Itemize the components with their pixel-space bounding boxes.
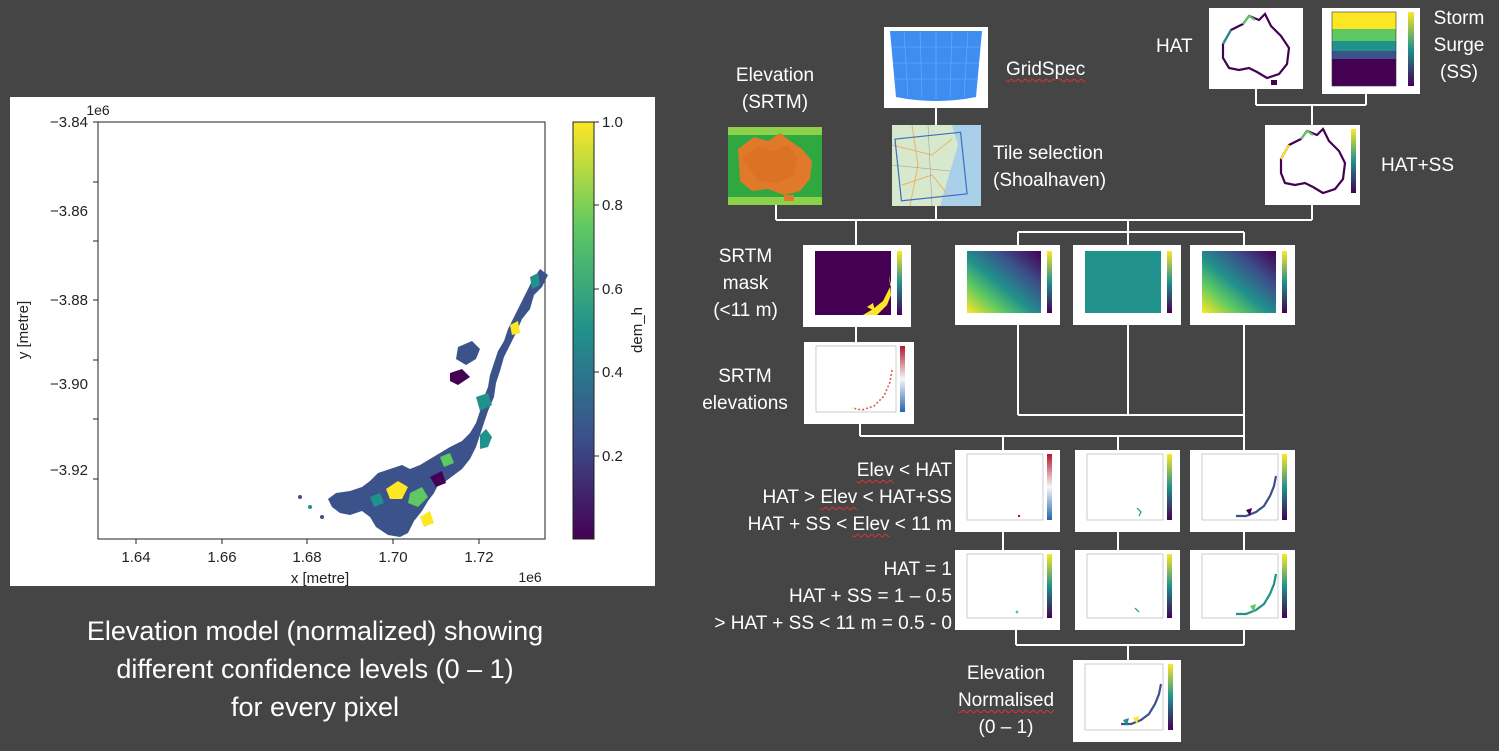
hat-gradient-panel [955,245,1060,325]
assignment-line: HAT = 1 [883,559,952,580]
storm-surge-thumbnail [1322,8,1420,94]
assignment-labels: HAT = 1 HAT + SS = 1 – 0.5 > HAT + SS < … [690,556,952,637]
label-line: SRTM [718,366,772,387]
label-line: Storm [1433,8,1485,29]
caption-line: for every pixel [230,692,400,722]
y-tick: −3.86 [50,203,88,220]
hat-ss-label: HAT+SS [1381,152,1454,179]
storm-surge-label: Storm Surge (SS) [1424,5,1494,86]
label-line: Surge [1433,35,1485,56]
srtm-elevations-label: SRTM elevations [690,363,800,417]
cbar-tick: 0.2 [602,448,623,465]
srtm-mask-thumbnail [803,245,911,327]
assignment-line: > HAT + SS < 11 m = 0.5 - 0 [714,613,952,634]
condition-labels: Elev < HAT HAT > Elev < HAT+SS HAT + SS … [690,457,952,538]
tile-selection-label: Tile selection (Shoalhaven) [993,140,1106,194]
label-line: SRTM [718,246,773,267]
x-tick: 1.72 [464,549,493,566]
y-offset: 1e6 [86,102,110,118]
label-line: (<11 m) [713,300,778,321]
y-tick: −3.84 [50,114,88,131]
label-line: (SRTM) [741,92,809,113]
elevation-srtm-label: Elevation (SRTM) [715,62,835,116]
storm-surge-panel [1073,245,1181,325]
main-elevation-plot: −3.84 −3.86 −3.88 −3.90 −3.92 1e6 1.64 1… [10,97,655,586]
hatss-11m-scale-panel [1190,550,1295,630]
hat-eq-1-panel [955,550,1060,630]
label-line: (Shoalhaven) [993,170,1107,191]
y-tick: −3.92 [50,462,88,479]
srtm-elevations-thumbnail [804,342,914,424]
condition-line: HAT > Elev < HAT+SS [762,487,952,508]
label-line: Elevation [966,663,1046,684]
cbar-tick: 0.4 [602,364,623,381]
x-offset: 1e6 [518,569,542,585]
condition-line: Elev < HAT [856,460,952,481]
x-axis-label: x [metre] [291,570,349,586]
label-line: Normalised [957,690,1055,711]
hat-label: HAT [1156,33,1193,60]
label-line: elevations [702,393,788,414]
label-line: mask [722,273,769,294]
cbar-tick: 1.0 [602,114,623,131]
label-text: GridSpec [1006,59,1086,80]
label-text: HAT+SS [1381,155,1455,176]
x-tick: 1.64 [121,549,150,566]
gridspec-label: GridSpec [1006,56,1085,83]
elevation-normalised-label: Elevation Normalised (0 – 1) [940,660,1072,741]
hat-elev-hatss-panel [1075,450,1180,532]
label-line: (0 – 1) [978,717,1034,738]
x-tick: 1.70 [378,549,407,566]
srtm-elevation-thumbnail [728,127,822,205]
hatss-scale-panel [1075,550,1180,630]
srtm-mask-label: SRTM mask (<11 m) [698,243,793,324]
elevation-normalised-panel [1073,660,1181,742]
cbar-label: dem_h [629,307,646,353]
plot-frame [97,121,546,540]
colorbar [572,121,595,540]
condition-line: HAT + SS < Elev < 11 m [747,514,952,535]
x-tick: 1.66 [207,549,236,566]
label-line: Tile selection [993,143,1104,164]
hatss-elev-11m-panel [1190,450,1295,532]
y-axis-label: y [metre] [15,301,32,359]
cbar-tick: 0.8 [602,197,623,214]
label-text: HAT [1156,36,1193,57]
hat-ss-thumbnail [1265,125,1360,205]
gridspec-thumbnail [884,27,988,108]
elev-lt-hat-panel [955,450,1060,532]
figure-caption: Elevation model (normalized) showing dif… [20,612,610,726]
hat-thumbnail [1209,8,1303,89]
x-tick: 1.68 [292,549,321,566]
tile-selection-thumbnail [892,125,981,206]
caption-line: different confidence levels (0 – 1) [116,654,514,684]
y-tick: −3.90 [50,376,88,393]
label-line: (SS) [1440,62,1478,83]
coastline-map [298,269,548,537]
hat-ss-gradient-panel [1190,245,1295,325]
y-tick: −3.88 [50,292,88,309]
assignment-line: HAT + SS = 1 – 0.5 [788,586,952,607]
cbar-tick: 0.6 [602,281,623,298]
label-line: Elevation [735,65,815,86]
caption-line: Elevation model (normalized) showing [86,616,544,646]
